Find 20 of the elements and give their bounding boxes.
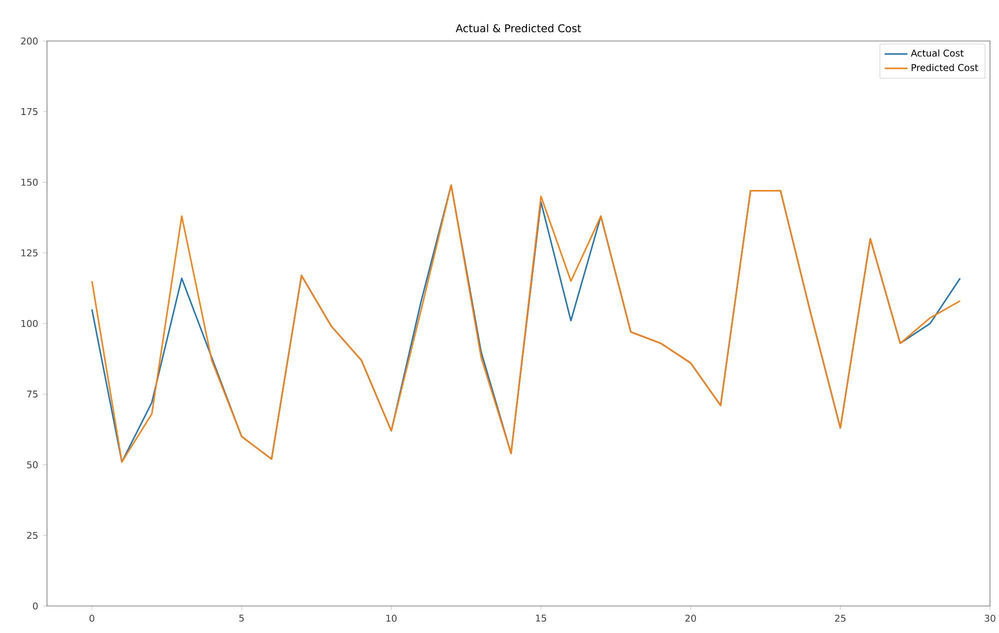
y-tick-label: 0: [32, 602, 38, 610]
line-series: [91, 184, 961, 463]
x-tick-label: 20: [685, 614, 696, 622]
x-tick-label: 0: [90, 614, 94, 622]
y-tick-label: 200: [21, 37, 38, 45]
y-tick-label: 125: [22, 249, 38, 256]
y-tick-label: 50: [27, 461, 38, 468]
y-tick-label: 100: [22, 320, 38, 328]
y-tick-label: 175: [22, 108, 38, 116]
x-tick-label: 15: [536, 614, 546, 622]
x-tick-label: 25: [835, 614, 846, 622]
y-tick-label: 75: [27, 390, 38, 398]
x-tick-label: 5: [239, 614, 244, 622]
y-tick-label: 25: [27, 532, 38, 539]
x-tick-label: 30: [984, 614, 996, 622]
legend-label: Predicted Cost: [912, 64, 978, 72]
y-tick-label: 150: [22, 178, 38, 186]
legend-label: Actual Cost: [910, 49, 964, 57]
x-tick-label: 10: [386, 614, 397, 622]
chart-title: Actual & Predicted Cost: [456, 24, 582, 32]
